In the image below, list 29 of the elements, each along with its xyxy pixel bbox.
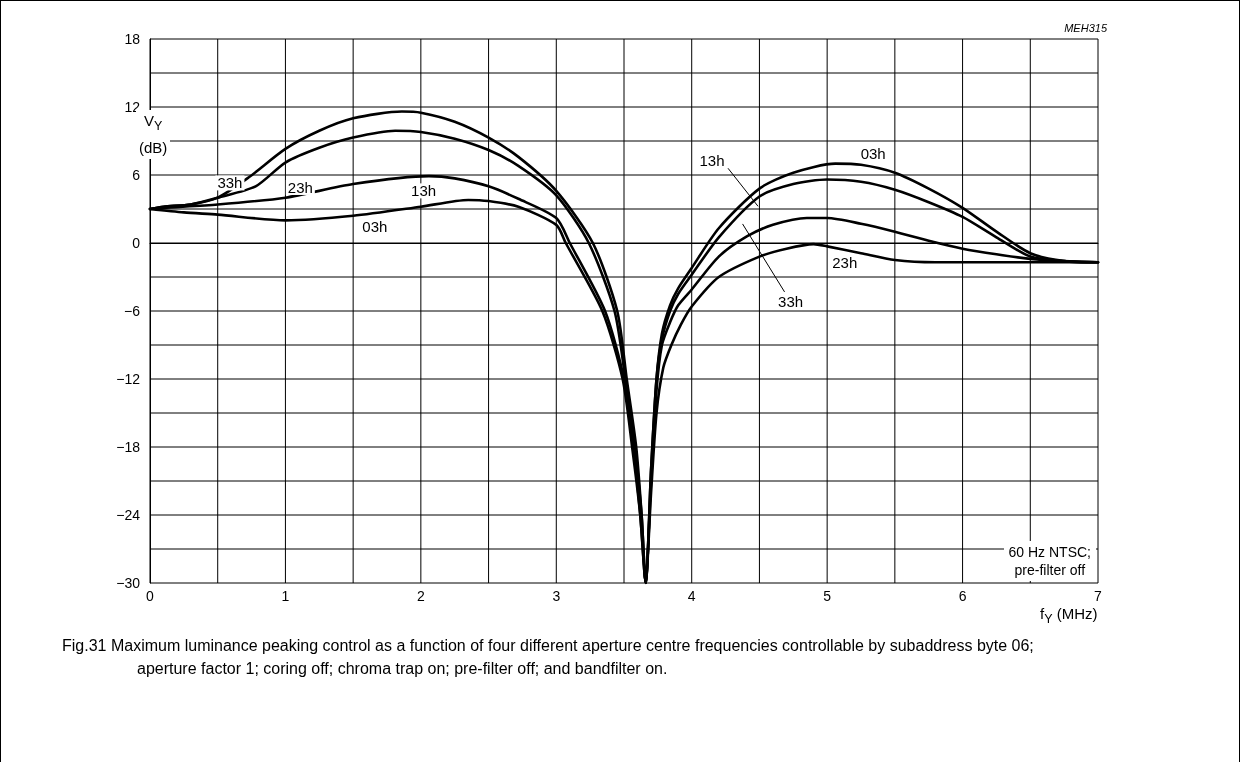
text: MEH315: [1064, 22, 1107, 34]
x-tick-label: 6: [958, 588, 967, 604]
y-tick-label: −12: [116, 371, 141, 387]
x-tick-label: 3: [552, 588, 561, 604]
y-axis-title: V$_{Y}$ (dB): [139, 112, 168, 156]
x-tick-label: 1: [281, 588, 290, 604]
caption: Fig.31 Maximum luminance peaking control as a function of four different aperture centre frequencies controllable by subaddress byte 06; aperture factor 1; coring off; chroma trap on; pre-filter off; and bandfilter on.: [62, 636, 1035, 679]
y-tick-label: −6: [124, 303, 141, 319]
y-tick-label: −24: [116, 507, 141, 523]
x-tick-label: 4: [687, 588, 696, 604]
annotation: 33h: [217, 174, 243, 192]
x-tick-label: 2: [416, 588, 425, 604]
annotation: 03h: [860, 144, 886, 162]
x-tick-label: 5: [823, 588, 832, 604]
annotation: 13h: [699, 151, 725, 169]
annotation: 33h: [778, 293, 804, 311]
annotation: 23h: [832, 253, 858, 271]
annotation: 13h: [411, 182, 437, 200]
x-tick-label: 7: [1094, 588, 1103, 604]
y-tick-label: 18: [124, 31, 141, 47]
annotation: 23h: [287, 178, 313, 196]
y-tick-label: −18: [116, 439, 141, 455]
y-tick-label: −30: [116, 575, 141, 591]
x-axis-title: f$_{Y}$ (MHz): [1040, 605, 1098, 626]
y-tick-label: 6: [132, 167, 141, 183]
annotation: 03h: [362, 217, 388, 235]
x-tick-label: 0: [146, 588, 155, 604]
annotation: 60 Hz NTSC; pre-filter off: [1003, 541, 1096, 581]
y-tick-label: 0: [132, 235, 141, 251]
